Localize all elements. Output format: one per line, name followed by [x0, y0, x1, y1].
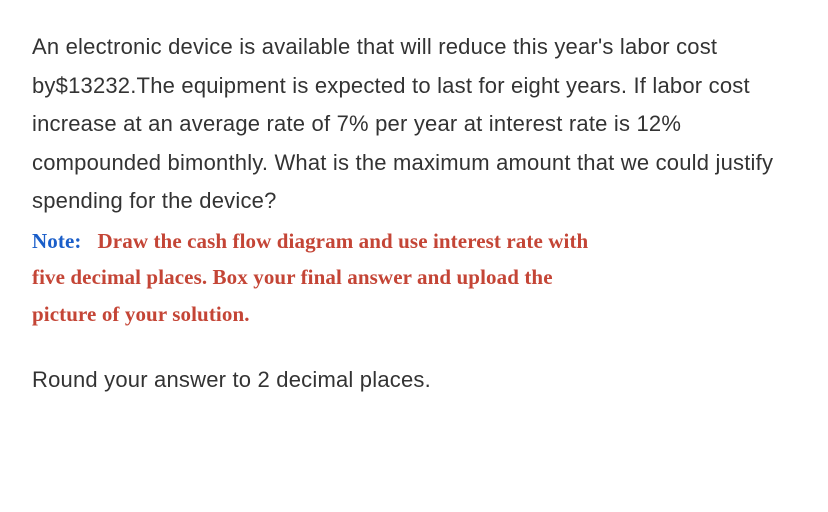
problem-statement: An electronic device is available that w… — [32, 28, 796, 221]
rounding-instruction: Round your answer to 2 decimal places. — [32, 361, 796, 400]
note-label: Note: — [32, 229, 81, 253]
note-body-line-3: picture of your solution. — [32, 296, 796, 333]
note-spacer — [87, 229, 98, 253]
note-body-line-1: Draw the cash flow diagram and use inter… — [98, 229, 589, 253]
note-line-1: Note: Draw the cash flow diagram and use… — [32, 223, 796, 260]
note-body-line-2: five decimal places. Box your final answ… — [32, 259, 796, 296]
